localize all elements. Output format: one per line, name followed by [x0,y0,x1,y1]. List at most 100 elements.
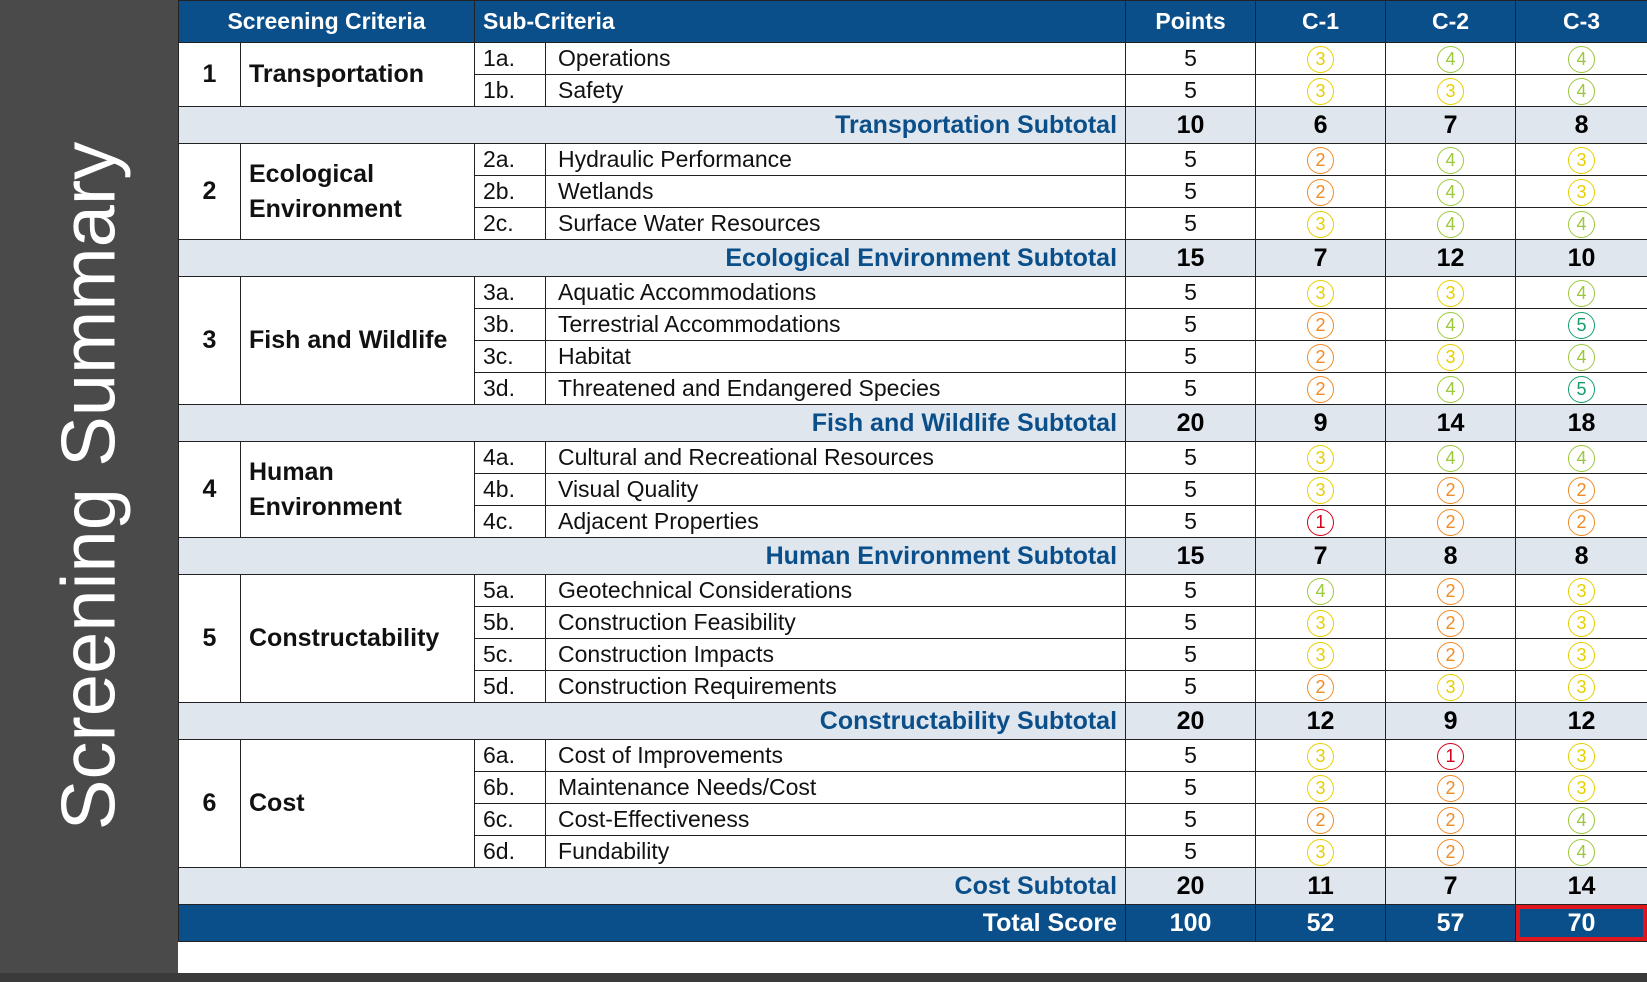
sub-name: Visual Quality [545,473,1127,506]
sub-code: 6c. [474,803,547,836]
score-cell: 3 [1515,606,1647,639]
sub-name: Geotechnical Considerations [545,574,1127,607]
score-circle: 3 [1307,46,1335,73]
sub-code: 5c. [474,638,547,671]
score-circle: 3 [1568,610,1596,637]
score-cell: 4 [1385,308,1517,341]
total-row: Total Score 100 52 57 70 [177,904,1647,942]
score-circle: 2 [1437,578,1465,605]
score-cell: 4 [1515,207,1647,240]
sub-name: Safety [545,74,1127,107]
score-circle: 2 [1307,674,1335,701]
table-wrap: Screening Criteria Sub-Criteria Points C… [177,0,1647,973]
score-circle: 4 [1437,312,1465,339]
header-cell: Screening Criteria [177,0,476,43]
sub-name: Cost-Effectiveness [545,803,1127,836]
item-row: 4 Human Environment 4a. Cultural and Recrea… [178,441,1647,538]
sub-name: Terrestrial Accommodations [545,308,1127,341]
score-circle: 2 [1437,509,1465,536]
subtotal-score: 18 [1515,404,1647,442]
subtotal-label: Human Environment Subtotal [177,537,1127,575]
subtotal-row: Cost Subtotal 20 11 7 14 [177,867,1647,905]
score-circle: 3 [1568,578,1596,605]
points: 5 [1125,606,1257,639]
points: 5 [1125,74,1257,107]
subtotal-score: 6 [1255,106,1387,144]
item-row: 5d. Construction Requirements 5 2 3 3 [179,670,1647,703]
score-cell: 4 [1515,803,1647,836]
subtotal-score: 11 [1255,867,1387,905]
score-cell: 3 [1255,207,1387,240]
score-cell: 2 [1255,308,1387,341]
subtotal-label: Constructability Subtotal [177,702,1127,740]
subtotal-points: 20 [1125,867,1257,905]
score-cell: 3 [1385,74,1517,107]
sub-name: Maintenance Needs/Cost [545,771,1127,804]
points: 5 [1125,143,1257,176]
score-cell: 3 [1255,42,1387,75]
score-circle: 5 [1568,376,1596,403]
score-cell: 2 [1385,803,1517,836]
criteria-name: Ecological Environment [239,143,476,240]
sub-code: 6a. [474,739,547,772]
score-circle: 3 [1307,211,1335,238]
score-cell: 5 [1515,308,1647,341]
item-row: 3 Fish and Wildlife 3a. Aquatic Accommodati… [178,276,1647,405]
total-points: 100 [1125,904,1257,942]
score-cell: 2 [1385,835,1517,868]
subtotal-score: 9 [1385,702,1517,740]
points: 5 [1125,276,1257,309]
score-circle: 3 [1307,775,1335,802]
sub-code: 4b. [474,473,547,506]
item-row: 3d. Threatened and Endangered Species 5 2 4 5 [179,372,1647,405]
score-circle: 3 [1568,674,1596,701]
points: 5 [1125,372,1257,405]
sub-code: 2c. [474,207,547,240]
score-cell: 3 [1255,835,1387,868]
score-cell: 2 [1385,574,1517,607]
subtotal-label: Transportation Subtotal [177,106,1127,144]
score-circle: 2 [1307,147,1335,174]
sub-name: Operations [545,42,1127,75]
score-cell: 4 [1385,143,1517,176]
sub-name: Surface Water Resources [545,207,1127,240]
points: 5 [1125,835,1257,868]
item-row: 6c. Cost-Effectiveness 5 2 2 4 [179,803,1647,836]
points: 5 [1125,739,1257,772]
side-panel: Screening Summary [0,0,178,973]
score-cell: 3 [1255,441,1387,474]
score-circle: 4 [1568,445,1596,472]
criteria-number: 3 [178,276,241,405]
subtotal-row: Human Environment Subtotal 15 7 8 8 [177,537,1647,575]
score-cell: 4 [1385,175,1517,208]
sub-name: Habitat [545,340,1127,373]
subtotal-points: 20 [1125,404,1257,442]
screening-table: Screening Criteria Sub-Criteria Points C… [177,0,1647,942]
score-circle: 2 [1437,807,1465,834]
score-circle: 3 [1307,743,1335,770]
score-cell: 4 [1515,74,1647,107]
criteria-number: 6 [178,739,241,868]
points: 5 [1125,638,1257,671]
header-cell: Sub-Criteria [474,0,1127,43]
sub-name: Cost of Improvements [545,739,1127,772]
header-cell: C-2 [1385,0,1517,43]
score-cell: 3 [1255,473,1387,506]
score-circle: 3 [1307,839,1335,866]
subtotal-score: 12 [1515,702,1647,740]
subtotal-points: 15 [1125,239,1257,277]
score-circle: 3 [1437,344,1465,371]
subtotal-score: 14 [1515,867,1647,905]
points: 5 [1125,207,1257,240]
item-row: 1 Transportation 1a. Operations 5 3 4 4 [178,42,1647,107]
subtotal-score: 9 [1255,404,1387,442]
score-circle: 2 [1307,344,1335,371]
subtotal-score: 7 [1385,106,1517,144]
sub-code: 5b. [474,606,547,639]
item-row: 6b. Maintenance Needs/Cost 5 3 2 3 [179,771,1647,804]
score-cell: 3 [1515,175,1647,208]
score-circle: 4 [1568,211,1596,238]
sub-name: Cultural and Recreational Resources [545,441,1127,474]
points: 5 [1125,42,1257,75]
score-circle: 3 [1307,445,1335,472]
